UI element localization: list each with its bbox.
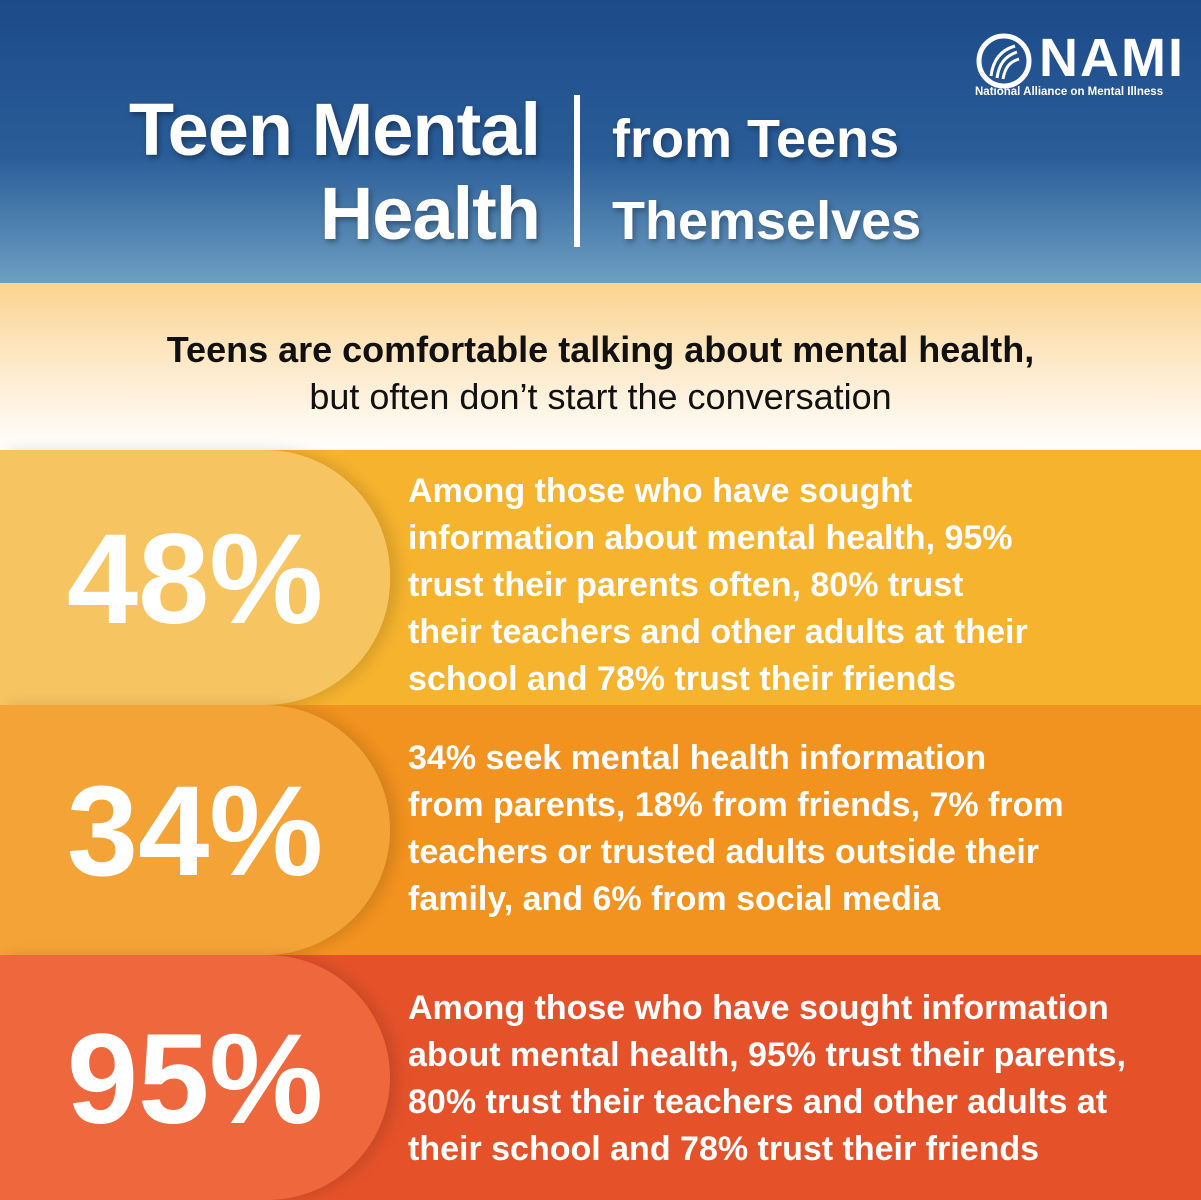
intro-subline: but often don’t start the conversation — [309, 376, 892, 417]
text-segment: their school and — [408, 1130, 681, 1168]
text-line: Among those who have sought — [408, 468, 1028, 515]
title-line: Health — [319, 172, 541, 255]
text-line: Among those who have sought information — [408, 985, 1126, 1032]
stat-text: Among those who have sought information a… — [408, 468, 1028, 703]
text-line: family, and 6% from social media — [408, 876, 1064, 923]
divider — [574, 95, 580, 247]
text-line: their school and 78% trust their friends — [408, 1126, 1126, 1173]
subtitle: from Teens Themselves — [612, 98, 921, 262]
stat-pill — [0, 955, 390, 1200]
text-segment: Among those who have sought information — [408, 989, 1109, 1027]
text-line: 34% seek mental health information — [408, 735, 1064, 782]
emphasis: 95% — [748, 1036, 817, 1074]
subtitle-line: Themselves — [612, 191, 922, 251]
title-line: Teen Mental — [128, 88, 541, 171]
intro-headline: Teens are comfortable talking about ment… — [166, 329, 1035, 370]
logo: NAMI National Alliance on Mental Illness — [975, 30, 1185, 98]
text-segment: 34% seek mental health information — [408, 739, 987, 777]
text-line: from parents, 18% from friends, 7% from — [408, 782, 1064, 829]
stat-row: 34% 34% seek mental health information fro… — [0, 705, 1201, 955]
text-segment: trust their parents, — [816, 1036, 1126, 1074]
text-segment: from parents, 18% from friends, 7% from — [408, 786, 1064, 824]
stat-value: 48% — [66, 507, 324, 651]
logo-text: NAMI — [1039, 28, 1185, 88]
stat-row: 95% Among those who have sought informati… — [0, 955, 1201, 1200]
emphasis: 78% — [680, 1130, 749, 1168]
text-line: about mental health, 95% trust their par… — [408, 1032, 1126, 1079]
emphasis: trust their teachers and other adults at — [476, 1083, 1108, 1121]
stat-pill — [0, 705, 390, 955]
stat-text: 34% seek mental health information from p… — [408, 735, 1064, 923]
text-segment: teachers or trusted adults outside their — [408, 833, 1040, 871]
logo-icon — [976, 33, 1032, 89]
stat-value: 34% — [66, 760, 324, 903]
text-line: school and 78% trust their friends — [408, 656, 1028, 703]
text-segment: 80% — [408, 1083, 477, 1121]
text-line: 80% trust their teachers and other adult… — [408, 1079, 1126, 1126]
intro: Teens are comfortable talking about ment… — [0, 283, 1201, 453]
text-segment: trust their friends — [748, 1130, 1040, 1168]
title: Teen Mental Health — [128, 88, 541, 256]
logo-subtitle: National Alliance on Mental Illness — [975, 86, 1164, 98]
text-line: information about mental health, 95% — [408, 515, 1028, 562]
text-line: trust their parents often, 80% trust — [408, 562, 1028, 609]
stat-text: Among those who have sought information a… — [408, 985, 1126, 1173]
text-segment: their teachers and other adults at their — [408, 613, 1028, 651]
stat-pill — [0, 450, 390, 705]
text-segment: Among those who have sought — [408, 472, 913, 510]
text-segment: information about mental health, 95% — [408, 519, 1013, 557]
text-segment: trust their parents often, 80% trust — [408, 566, 964, 604]
text-line: teachers or trusted adults outside their — [408, 829, 1064, 876]
stat-row: 48% Among those who have sought informatio… — [0, 450, 1201, 705]
text-segment: school and 78% trust their friends — [408, 660, 956, 698]
text-segment: family, and 6% from social media — [408, 880, 941, 918]
subtitle-line: from Teens — [612, 109, 900, 169]
text-line: their teachers and other adults at their — [408, 609, 1028, 656]
header: Teen Mental Health from Teens Themselves… — [0, 0, 1201, 283]
text-segment: about mental health, — [408, 1036, 749, 1074]
stat-value: 95% — [66, 1007, 324, 1151]
